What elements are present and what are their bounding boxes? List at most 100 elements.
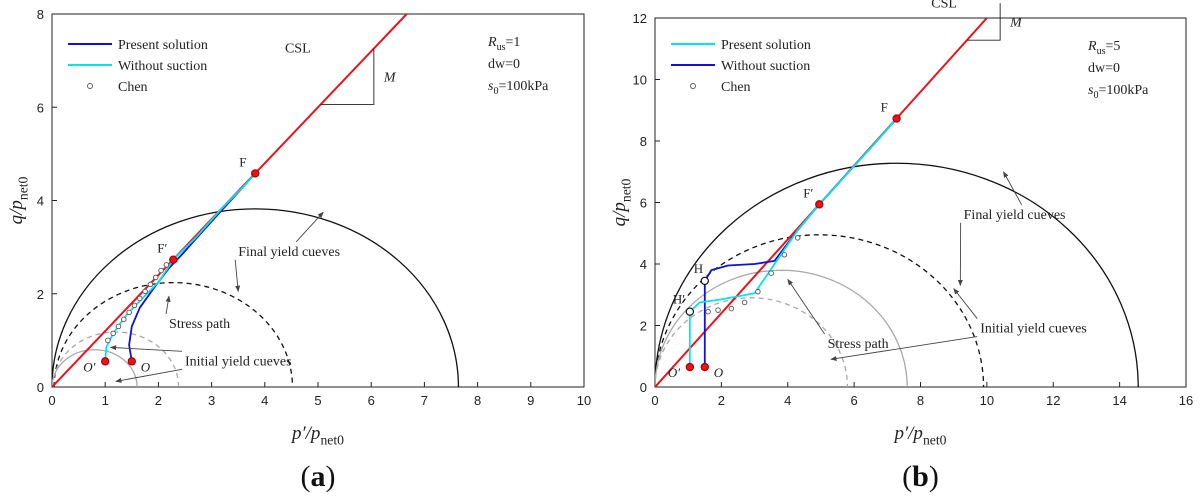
panel-label-close: )	[326, 460, 336, 493]
y-tick-label: 6	[640, 196, 647, 211]
y-axis-label-sub: net0	[16, 176, 31, 200]
yield-curve-solid-gray	[52, 349, 138, 387]
annotation-final-yield-cueves: Final yield cueves	[964, 208, 1066, 223]
x-tick-label: 0	[48, 393, 55, 408]
chart-panel-a: 0 1 2 3 4 5 6 7 8 9 1002468p′/pnet0q/pnet0(a)FF′OO…	[6, 7, 591, 493]
annotation-final-yield-cueves: Final yield cueves	[238, 245, 340, 260]
point-marker-F′	[815, 200, 824, 209]
annotation-arrow	[115, 368, 183, 383]
legend-swatch	[87, 83, 93, 89]
y-tick-label: 0	[640, 380, 647, 395]
param-0-sub: us	[497, 42, 506, 53]
annotation-arrow	[165, 295, 171, 315]
chen-marker	[705, 308, 711, 315]
point-label-F: F	[881, 100, 888, 115]
series-line-without-suction	[703, 118, 898, 367]
chen-marker	[741, 299, 748, 306]
param-1: dw=0	[1088, 61, 1120, 76]
y-tick-label: 6	[37, 100, 44, 115]
y-axis-label: q/pnet0	[609, 178, 634, 226]
chen-marker	[768, 270, 774, 276]
chen-marker	[728, 305, 735, 312]
y-tick-label: 8	[37, 7, 44, 22]
slope-label: M	[1009, 16, 1023, 31]
param-1-main: dw=0	[488, 57, 520, 72]
yield-curve-dashed-black	[53, 281, 294, 387]
x-tick-label: 3	[208, 393, 215, 408]
point-marker-O	[127, 357, 136, 366]
yield-curve-solid-black	[52, 208, 460, 387]
annotation-arrow	[953, 288, 978, 319]
chen-marker	[755, 288, 761, 295]
x-tick-label: 7	[421, 393, 428, 408]
point-marker-H	[700, 276, 709, 286]
x-tick-label: 6	[368, 393, 375, 408]
point-label-H: H	[694, 261, 703, 276]
csl-label: CSL	[285, 42, 311, 57]
legend-label: Chen	[118, 80, 148, 95]
legend-label: Present solution	[721, 38, 811, 53]
y-tick-label: 4	[640, 257, 647, 272]
param-2-main: s	[488, 79, 494, 94]
panel-label-letter: b	[912, 460, 929, 493]
chen-marker	[163, 262, 170, 268]
param-2: s0=100kPa	[1088, 83, 1149, 101]
point-marker-H′	[685, 307, 695, 316]
param-0-main: R	[1087, 39, 1097, 54]
x-tick-label: 14	[1112, 393, 1126, 408]
annotation-initial-yield-cueves: Initial yield cueves	[980, 322, 1087, 337]
annotation-arrow	[787, 278, 825, 335]
x-tick-label: 10	[980, 393, 994, 408]
param-0-rest: =5	[1106, 39, 1121, 54]
x-axis-label-main: p′/p	[893, 423, 923, 444]
annotation-initial-yield-cueves: Initial yield cueves	[185, 354, 292, 369]
series-line-without-suction	[104, 172, 256, 362]
y-axis-label-main: q/p	[609, 202, 630, 226]
chen-marker	[137, 295, 143, 302]
point-marker-F	[892, 114, 901, 123]
param-2-main: s	[1088, 83, 1094, 98]
point-label-F′: F′	[157, 241, 167, 256]
y-tick-label: 12	[633, 11, 647, 26]
csl-label: CSL	[931, 0, 957, 11]
legend-label: Without suction	[118, 59, 207, 74]
param-2-sub: 0	[493, 86, 498, 97]
point-marker-O′	[685, 362, 695, 372]
chen-marker	[794, 235, 801, 241]
chen-marker	[158, 267, 164, 274]
param-2-rest: =100kPa	[1099, 83, 1150, 98]
point-label-O′: O′	[83, 359, 95, 374]
x-tick-label: 2	[155, 393, 162, 408]
param-0-main: R	[487, 35, 497, 50]
yield-curve-solid-black	[655, 162, 1139, 387]
y-tick-label: 0	[37, 380, 44, 395]
x-axis-label-sub: net0	[923, 433, 947, 448]
chen-marker	[142, 288, 148, 295]
x-tick-label: 12	[1046, 393, 1060, 408]
x-tick-label: 4	[261, 393, 268, 408]
point-marker-F	[251, 169, 260, 178]
panel-label-open: (	[902, 460, 912, 493]
point-label-O: O	[141, 359, 151, 374]
param-0-rest: =1	[506, 35, 521, 50]
y-tick-label: 2	[37, 287, 44, 302]
y-axis-label-main: q/p	[6, 200, 27, 224]
chen-marker	[115, 323, 122, 330]
slope-label: M	[383, 70, 397, 85]
x-tick-label: 16	[1179, 393, 1193, 408]
param-2-sub: 0	[1093, 90, 1098, 101]
x-tick-label: 2	[718, 393, 725, 408]
plot-area	[52, 14, 460, 387]
chen-marker	[126, 309, 132, 316]
param-1: dw=0	[488, 57, 520, 72]
yield-curve-dashed-gray	[655, 297, 849, 387]
series-line-present-solution	[688, 118, 898, 367]
annotation-arrow	[295, 211, 324, 243]
legend-label: Present solution	[118, 38, 208, 53]
x-axis-label-main: p′/p	[290, 423, 320, 444]
chen-marker	[131, 302, 138, 309]
chen-marker	[105, 337, 111, 344]
x-tick-label: 6	[851, 393, 858, 408]
point-marker-F′	[169, 255, 178, 264]
x-tick-label: 8	[474, 393, 481, 408]
